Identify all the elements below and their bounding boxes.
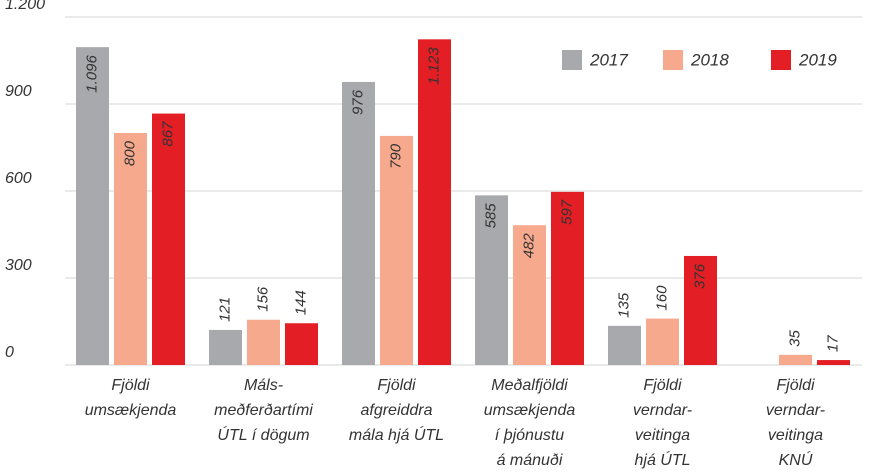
legend-swatch: [663, 50, 683, 70]
legend-swatch: [771, 50, 791, 70]
bar: [114, 133, 147, 365]
bar: [152, 113, 185, 365]
legend-swatch: [562, 50, 582, 70]
value-label: 135: [615, 292, 632, 318]
bar: [76, 47, 109, 365]
bar: [380, 135, 413, 365]
bar: [342, 81, 375, 366]
x-tick-label: veitinga: [635, 427, 690, 444]
value-label: 121: [216, 297, 233, 322]
value-label: 156: [254, 286, 271, 312]
x-tick-label: verndar-: [633, 402, 692, 419]
x-tick-label: í þjónustu: [495, 427, 564, 444]
bar: [684, 255, 717, 365]
x-tick-label: mála hjá ÚTL: [349, 425, 444, 444]
value-label: 790: [387, 143, 404, 169]
y-tick-label: 0: [5, 344, 14, 361]
y-tick-label: 900: [5, 83, 32, 100]
y-tick-label: 1.200: [5, 0, 45, 13]
value-label: 800: [121, 140, 138, 166]
x-tick-label: Máls-: [244, 377, 283, 394]
value-label: 585: [482, 203, 499, 229]
bar: [475, 195, 508, 365]
bar: [247, 319, 280, 365]
legend-label: 2019: [798, 50, 837, 69]
legend-label: 2017: [589, 50, 628, 69]
legend-label: 2018: [690, 50, 729, 69]
x-tick-label: á mánuði: [497, 452, 563, 469]
x-tick-label: Fjöldi: [377, 377, 416, 394]
x-tick-label: verndar-: [766, 402, 825, 419]
x-tick-label: Fjöldi: [776, 377, 815, 394]
bar: [817, 360, 850, 365]
value-label: 867: [159, 121, 176, 147]
x-tick-label: Fjöldi: [111, 377, 150, 394]
value-label: 376: [691, 263, 708, 289]
x-tick-label: afgreiddra: [360, 402, 432, 419]
bar: [513, 225, 546, 365]
x-tick-label: Meðalfjöldi: [491, 377, 568, 394]
value-label: 144: [292, 290, 309, 315]
x-tick-label: ÚTL í dögum: [217, 425, 309, 444]
x-tick-label: hjá ÚTL: [634, 450, 690, 469]
bar: [779, 354, 812, 365]
bar: [608, 325, 641, 365]
y-tick-label: 600: [5, 170, 32, 187]
bar: [646, 318, 679, 365]
value-label: 35: [786, 330, 803, 347]
value-label: 17: [824, 335, 841, 352]
bar: [418, 39, 451, 365]
value-label: 1.123: [425, 47, 442, 85]
value-label: 1.096: [83, 55, 100, 93]
x-tick-label: Fjöldi: [643, 377, 682, 394]
x-tick-label: umsækjenda: [484, 402, 576, 419]
value-label: 597: [558, 199, 575, 225]
value-label: 482: [520, 233, 537, 259]
bar: [285, 323, 318, 365]
value-label: 160: [653, 285, 670, 311]
x-tick-label: meðferðartími: [214, 402, 313, 419]
bar: [551, 191, 584, 365]
x-tick-label: veitinga: [768, 427, 823, 444]
x-tick-label: umsækjenda: [85, 402, 177, 419]
x-tick-label: KNÚ: [779, 450, 813, 469]
value-label: 976: [349, 89, 366, 115]
bar: [209, 329, 242, 365]
y-tick-label: 300: [5, 257, 32, 274]
